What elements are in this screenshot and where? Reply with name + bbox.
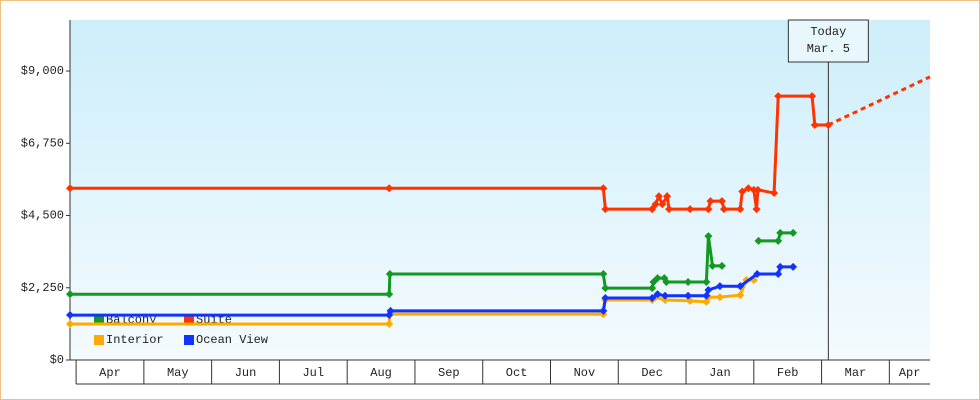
data-point bbox=[754, 236, 763, 245]
data-point bbox=[774, 269, 783, 278]
x-tick-label: Dec bbox=[641, 366, 663, 380]
y-tick-label: $0 bbox=[50, 353, 64, 367]
data-point bbox=[704, 205, 713, 214]
y-tick-label: $4,500 bbox=[21, 209, 64, 223]
data-point bbox=[661, 295, 670, 304]
series-line bbox=[827, 75, 931, 127]
plot-area bbox=[70, 20, 930, 360]
data-point bbox=[704, 232, 713, 241]
data-point bbox=[385, 320, 394, 329]
data-point bbox=[789, 228, 798, 237]
x-tick-label: May bbox=[167, 366, 189, 380]
x-tick-label: Apr bbox=[899, 366, 921, 380]
data-point bbox=[386, 306, 395, 315]
data-point bbox=[719, 205, 728, 214]
data-point bbox=[601, 284, 610, 293]
data-point bbox=[776, 262, 785, 271]
data-point bbox=[66, 184, 74, 193]
data-point bbox=[774, 92, 783, 101]
data-point bbox=[749, 185, 758, 194]
data-point bbox=[601, 205, 610, 214]
data-point bbox=[654, 192, 663, 201]
data-point bbox=[753, 185, 762, 194]
data-point bbox=[708, 261, 717, 270]
data-point bbox=[774, 236, 783, 245]
x-tick-label: Oct bbox=[506, 366, 528, 380]
x-tick-label: Nov bbox=[574, 366, 596, 380]
data-point bbox=[665, 205, 674, 214]
legend-label: Ocean View bbox=[196, 333, 269, 347]
data-point bbox=[824, 120, 833, 129]
x-tick-label: Sep bbox=[438, 366, 460, 380]
data-point bbox=[658, 200, 667, 209]
today-box bbox=[787, 19, 869, 63]
legend-swatch bbox=[184, 315, 194, 325]
data-point bbox=[662, 277, 671, 286]
data-point bbox=[706, 197, 715, 206]
data-point bbox=[736, 205, 745, 214]
data-point bbox=[653, 290, 662, 299]
data-point bbox=[717, 261, 726, 270]
legend-swatch bbox=[94, 335, 104, 345]
data-point bbox=[599, 306, 608, 315]
data-point bbox=[715, 282, 724, 291]
data-point bbox=[663, 192, 672, 201]
data-point bbox=[651, 200, 660, 209]
data-point bbox=[702, 277, 711, 286]
data-point bbox=[661, 291, 670, 300]
data-point bbox=[738, 187, 747, 196]
data-point bbox=[715, 293, 724, 302]
today-label: Today bbox=[810, 25, 846, 39]
x-tick-label: Feb bbox=[777, 366, 799, 380]
data-point bbox=[789, 262, 798, 271]
data-point bbox=[648, 284, 657, 293]
x-tick-label: Mar bbox=[845, 366, 867, 380]
data-point bbox=[653, 274, 662, 283]
data-point bbox=[599, 184, 608, 193]
data-point bbox=[601, 294, 610, 303]
data-point bbox=[753, 269, 762, 278]
y-tick-label: $9,000 bbox=[21, 64, 64, 78]
legend-label: Interior bbox=[106, 333, 164, 347]
data-point bbox=[599, 269, 608, 278]
legend-swatch bbox=[184, 335, 194, 345]
x-tick-label: Jan bbox=[709, 366, 731, 380]
data-point bbox=[736, 282, 745, 291]
data-point bbox=[810, 120, 819, 129]
data-point bbox=[66, 290, 74, 299]
data-point bbox=[684, 291, 693, 300]
data-point bbox=[717, 197, 726, 206]
data-point bbox=[66, 320, 74, 329]
data-point bbox=[385, 269, 394, 278]
today-label: Mar. 5 bbox=[807, 42, 850, 56]
x-tick-label: Jul bbox=[302, 366, 324, 380]
y-tick-label: $2,250 bbox=[21, 281, 64, 295]
data-point bbox=[385, 184, 394, 193]
data-point bbox=[704, 286, 713, 295]
legend-swatch bbox=[94, 315, 104, 325]
data-point bbox=[66, 311, 74, 320]
data-point bbox=[684, 277, 693, 286]
data-point bbox=[385, 290, 394, 299]
x-tick-label: Jun bbox=[235, 366, 257, 380]
data-point bbox=[686, 205, 695, 214]
data-point bbox=[752, 205, 761, 214]
x-tick-label: Aug bbox=[370, 366, 392, 380]
data-point bbox=[736, 291, 745, 300]
data-point bbox=[648, 294, 657, 303]
data-point bbox=[770, 189, 779, 198]
data-point bbox=[776, 228, 785, 237]
x-tick-label: Apr bbox=[99, 366, 121, 380]
data-point bbox=[648, 205, 657, 214]
y-tick-label: $6,750 bbox=[21, 136, 64, 150]
data-point bbox=[808, 92, 817, 101]
